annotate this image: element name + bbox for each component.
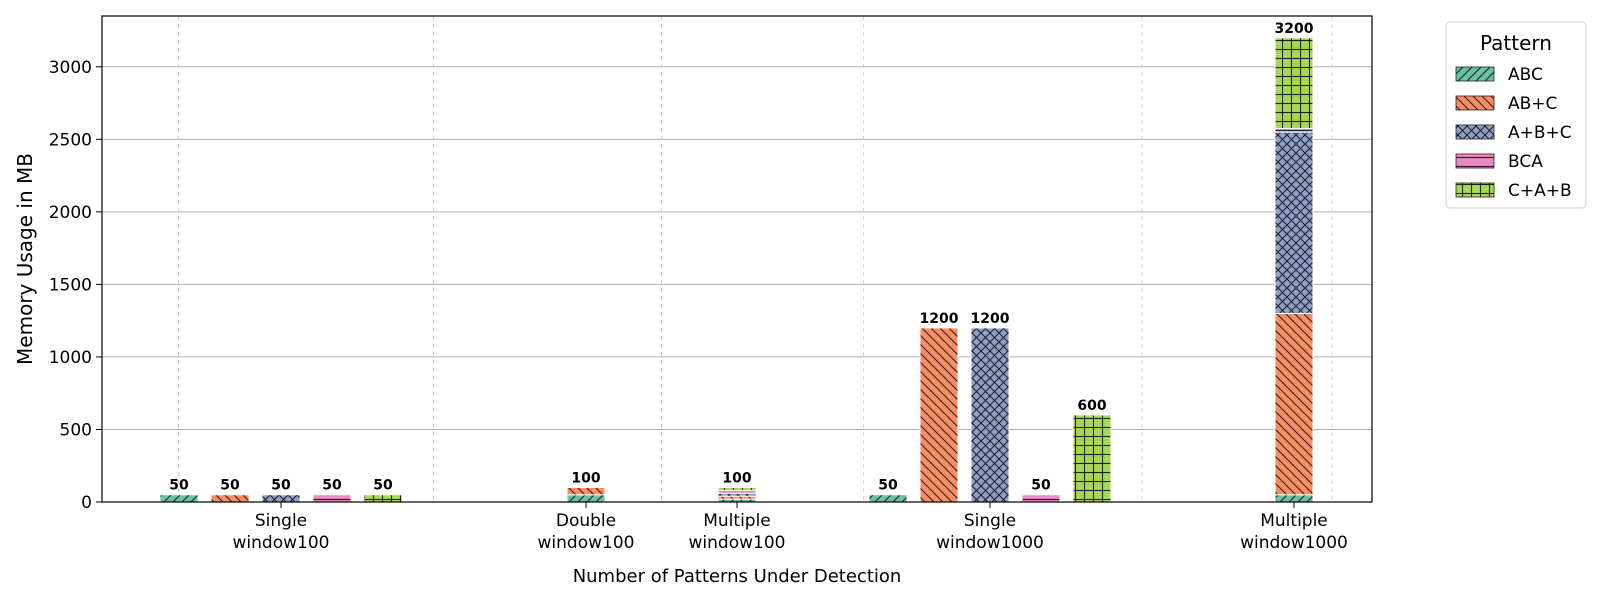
x-tick-label: Single <box>964 511 1016 531</box>
bar-segment-AB+C <box>919 327 959 503</box>
bar-segment-AB+C <box>1274 312 1314 496</box>
legend: Pattern ABC AB+C A+B+C BCA C+A+B <box>1445 21 1587 209</box>
bar-2 <box>261 494 301 503</box>
bar-segment-BCA <box>1021 494 1061 503</box>
data-label: 50 <box>878 478 898 494</box>
x-axis-title: Number of Patterns Under Detection <box>573 566 902 587</box>
bar-segment-A+B+C <box>1274 131 1314 314</box>
legend-label: A+B+C <box>1508 123 1572 143</box>
data-label: 100 <box>571 470 600 486</box>
data-label: 50 <box>169 478 189 494</box>
bar-11 <box>1072 414 1112 503</box>
legend-label: AB+C <box>1508 94 1557 114</box>
axes: 050010001500200025003000Singlewindow100D… <box>49 15 1373 553</box>
legend-label: BCA <box>1508 152 1543 172</box>
bar-4 <box>363 494 403 503</box>
x-tick-label: Multiple <box>1260 511 1328 531</box>
bar-3 <box>312 494 352 503</box>
bar-0 <box>159 494 199 503</box>
x-tick-label: window100 <box>689 533 786 553</box>
legend-item-C+A+B: C+A+B <box>1455 181 1572 201</box>
data-label: 1200 <box>920 311 959 327</box>
data-label: 3200 <box>1275 21 1314 37</box>
legend-swatch <box>1455 153 1495 169</box>
legend-swatch <box>1455 66 1495 82</box>
grid-lines <box>102 16 1372 502</box>
bar-1 <box>210 494 250 503</box>
data-label: 1200 <box>971 311 1010 327</box>
bar-segment-A+B+C <box>261 494 301 503</box>
legend-label: ABC <box>1508 65 1543 85</box>
bar-segment-C+A+B <box>1072 414 1112 503</box>
data-label: 50 <box>373 478 393 494</box>
legend-item-A+B+C: A+B+C <box>1455 123 1572 143</box>
bar-7 <box>868 494 908 503</box>
bar-5 <box>566 486 606 503</box>
legend-label: C+A+B <box>1508 181 1572 201</box>
data-label: 600 <box>1077 398 1106 414</box>
y-tick-label: 1500 <box>49 275 92 295</box>
legend-swatch <box>1455 124 1495 140</box>
x-tick-label: window100 <box>538 533 635 553</box>
legend-item-BCA: BCA <box>1455 152 1543 172</box>
bar-segment-A+B+C <box>970 327 1010 503</box>
y-tick-label: 2000 <box>49 203 92 223</box>
x-tick-label: window100 <box>233 533 330 553</box>
bar-segment-AB+C <box>210 494 250 503</box>
bar-segment-BCA <box>312 494 352 503</box>
legend-title: Pattern <box>1480 31 1552 55</box>
y-axis-title: Memory Usage in MB <box>13 153 37 365</box>
legend-swatch <box>1455 182 1495 198</box>
data-label: 50 <box>1031 478 1051 494</box>
bar-9 <box>970 327 1010 503</box>
x-tick-label: window1000 <box>1240 533 1348 553</box>
bar-12 <box>1274 37 1314 503</box>
data-labels: 50 50 50 50 50 100 100 50 1200 1200 50 600 3200 <box>169 21 1313 494</box>
y-tick-label: 2500 <box>49 130 92 150</box>
bar-segment-ABC <box>566 494 606 503</box>
bar-segment-BCA <box>1274 127 1314 133</box>
bar-segment-ABC <box>1274 494 1314 503</box>
data-label: 100 <box>722 470 751 486</box>
bar-segment-ABC <box>868 494 908 503</box>
x-tick-label: Multiple <box>703 511 771 531</box>
bars <box>159 37 1314 503</box>
bar-segment-AB+C <box>566 486 606 496</box>
y-tick-label: 3000 <box>49 58 92 78</box>
x-tick-label: window1000 <box>936 533 1044 553</box>
data-label: 50 <box>220 478 240 494</box>
bar-10 <box>1021 494 1061 503</box>
bar-8 <box>919 327 959 503</box>
y-tick-label: 0 <box>81 493 92 513</box>
y-tick-label: 1000 <box>49 348 92 368</box>
legend-item-ABC: ABC <box>1455 65 1543 85</box>
legend-item-AB+C: AB+C <box>1455 94 1557 114</box>
x-tick-label: Single <box>255 511 307 531</box>
bar-segment-C+A+B <box>363 494 403 503</box>
bar-6 <box>717 486 757 503</box>
data-label: 50 <box>322 478 342 494</box>
bar-segment-C+A+B <box>1274 37 1314 129</box>
x-tick-label: Double <box>556 511 616 531</box>
legend-swatch <box>1455 95 1495 111</box>
y-tick-label: 500 <box>60 420 92 440</box>
data-label: 50 <box>271 478 291 494</box>
bar-segment-ABC <box>159 494 199 503</box>
bar-segment-C+A+B <box>717 486 757 491</box>
